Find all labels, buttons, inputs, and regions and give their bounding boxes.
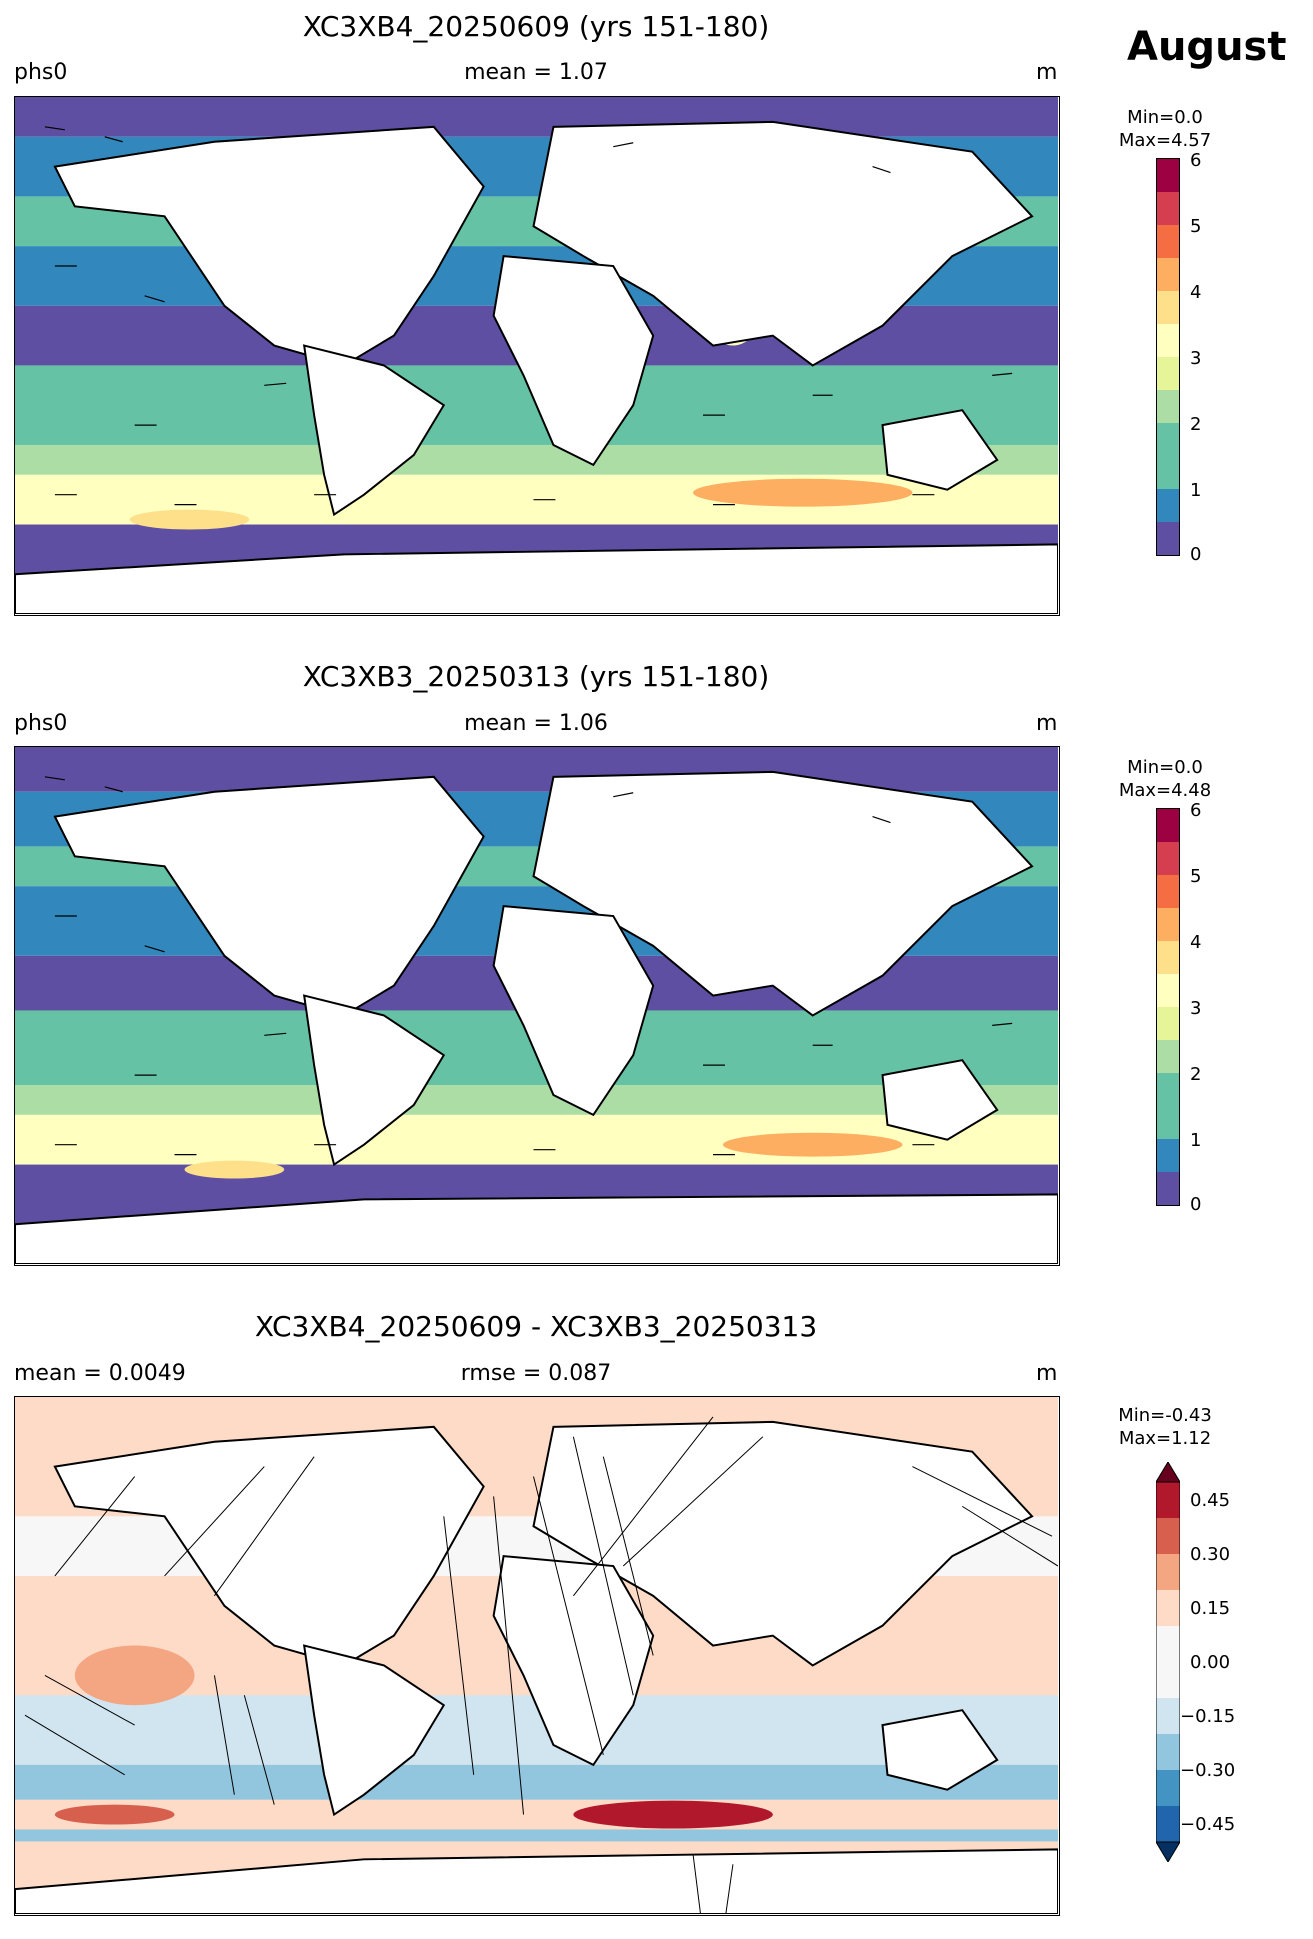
panel2-variable-label: phs0 — [14, 711, 68, 736]
panel2-title: XC3XB3_20250313 (yrs 151-180) — [302, 660, 770, 693]
panel1-map-svg — [15, 97, 1058, 614]
panel3-map — [14, 1396, 1060, 1916]
panel1-variable-label: phs0 — [14, 60, 68, 85]
panel1-colorbar — [1156, 158, 1180, 556]
panel3-rmse-label: rmse = 0.087 — [460, 1361, 612, 1386]
panel1-wind-vectors — [44, 126, 1013, 506]
panel2-colorbar-tick: 5 — [1190, 866, 1202, 887]
panel3-map-svg — [15, 1397, 1058, 1914]
panel1-colorbar-tick: 2 — [1190, 414, 1202, 435]
panel1-colorbar-max: Max=4.57 — [1118, 130, 1212, 151]
panel3-land — [15, 1420, 1058, 1914]
panel3-units-label: m — [1036, 1361, 1058, 1386]
panel1-colorbar-svg — [1157, 159, 1179, 555]
panel3-colorbar-tick: 0.15 — [1190, 1598, 1231, 1619]
panel1-title: XC3XB4_20250609 (yrs 151-180) — [302, 10, 770, 43]
panel3-title: XC3XB4_20250609 - XC3XB3_20250313 — [254, 1310, 818, 1343]
panel2-colorbar-tick: 1 — [1190, 1130, 1202, 1151]
panel2-colorbar-max: Max=4.48 — [1118, 780, 1212, 801]
panel2-map — [14, 746, 1060, 1266]
panel1-land — [15, 120, 1058, 614]
panel2-colorbar-tick: 0 — [1190, 1194, 1202, 1215]
panel1-colorbar-tick: 3 — [1190, 348, 1202, 369]
panel2-colorbar-tick: 6 — [1190, 800, 1202, 821]
panel2-wind-vectors — [44, 776, 1013, 1156]
panel3-colorbar-tick: −0.45 — [1180, 1814, 1236, 1835]
panel3-colorbar-tick: −0.15 — [1180, 1706, 1236, 1727]
panel2-land — [15, 770, 1058, 1264]
panel3-colorbar-tick: −0.30 — [1180, 1760, 1236, 1781]
panel1-colorbar-min: Min=0.0 — [1127, 107, 1203, 128]
panel3-colorbar — [1156, 1462, 1180, 1862]
panel2-colorbar-tick: 4 — [1190, 932, 1202, 953]
panel2-colorbar-tick: 2 — [1190, 1064, 1202, 1085]
panel3-colorbar-tick: 0.00 — [1190, 1652, 1231, 1673]
panel1-colorbar-tick: 0 — [1190, 544, 1202, 565]
panel2-colorbar-minmax: Min=0.0 Max=4.48 — [1100, 756, 1230, 802]
panel2-mean-label: mean = 1.06 — [464, 711, 608, 736]
panel3-colorbar-tick: 0.45 — [1190, 1490, 1231, 1511]
panel1-colorbar-tick: 6 — [1190, 150, 1202, 171]
panel3-colorbar-tick: 0.30 — [1190, 1544, 1231, 1565]
panel2-colorbar-min: Min=0.0 — [1127, 757, 1203, 778]
panel3-colorbar-svg — [1156, 1462, 1180, 1862]
panel1-colorbar-tick: 1 — [1190, 480, 1202, 501]
panel3-colorbar-max: Max=1.12 — [1118, 1428, 1212, 1449]
panel1-colorbar-tick: 4 — [1190, 282, 1202, 303]
panel3-mean-label: mean = 0.0049 — [14, 1361, 186, 1386]
panel3-colorbar-min: Min=-0.43 — [1118, 1405, 1212, 1426]
panel2-colorbar — [1156, 808, 1180, 1206]
panel1-map — [14, 96, 1060, 616]
panel1-colorbar-minmax: Min=0.0 Max=4.57 — [1100, 106, 1230, 152]
month-label: August — [1127, 24, 1287, 70]
panel2-colorbar-tick: 3 — [1190, 998, 1202, 1019]
panel1-units-label: m — [1036, 60, 1058, 85]
panel3-colorbar-minmax: Min=-0.43 Max=1.12 — [1100, 1404, 1230, 1450]
panel2-map-svg — [15, 747, 1058, 1264]
panel3-wind-vectors — [24, 1416, 1058, 1914]
panel2-units-label: m — [1036, 711, 1058, 736]
panel2-colorbar-svg — [1157, 809, 1179, 1205]
panel1-colorbar-tick: 5 — [1190, 216, 1202, 237]
panel1-mean-label: mean = 1.07 — [464, 60, 608, 85]
